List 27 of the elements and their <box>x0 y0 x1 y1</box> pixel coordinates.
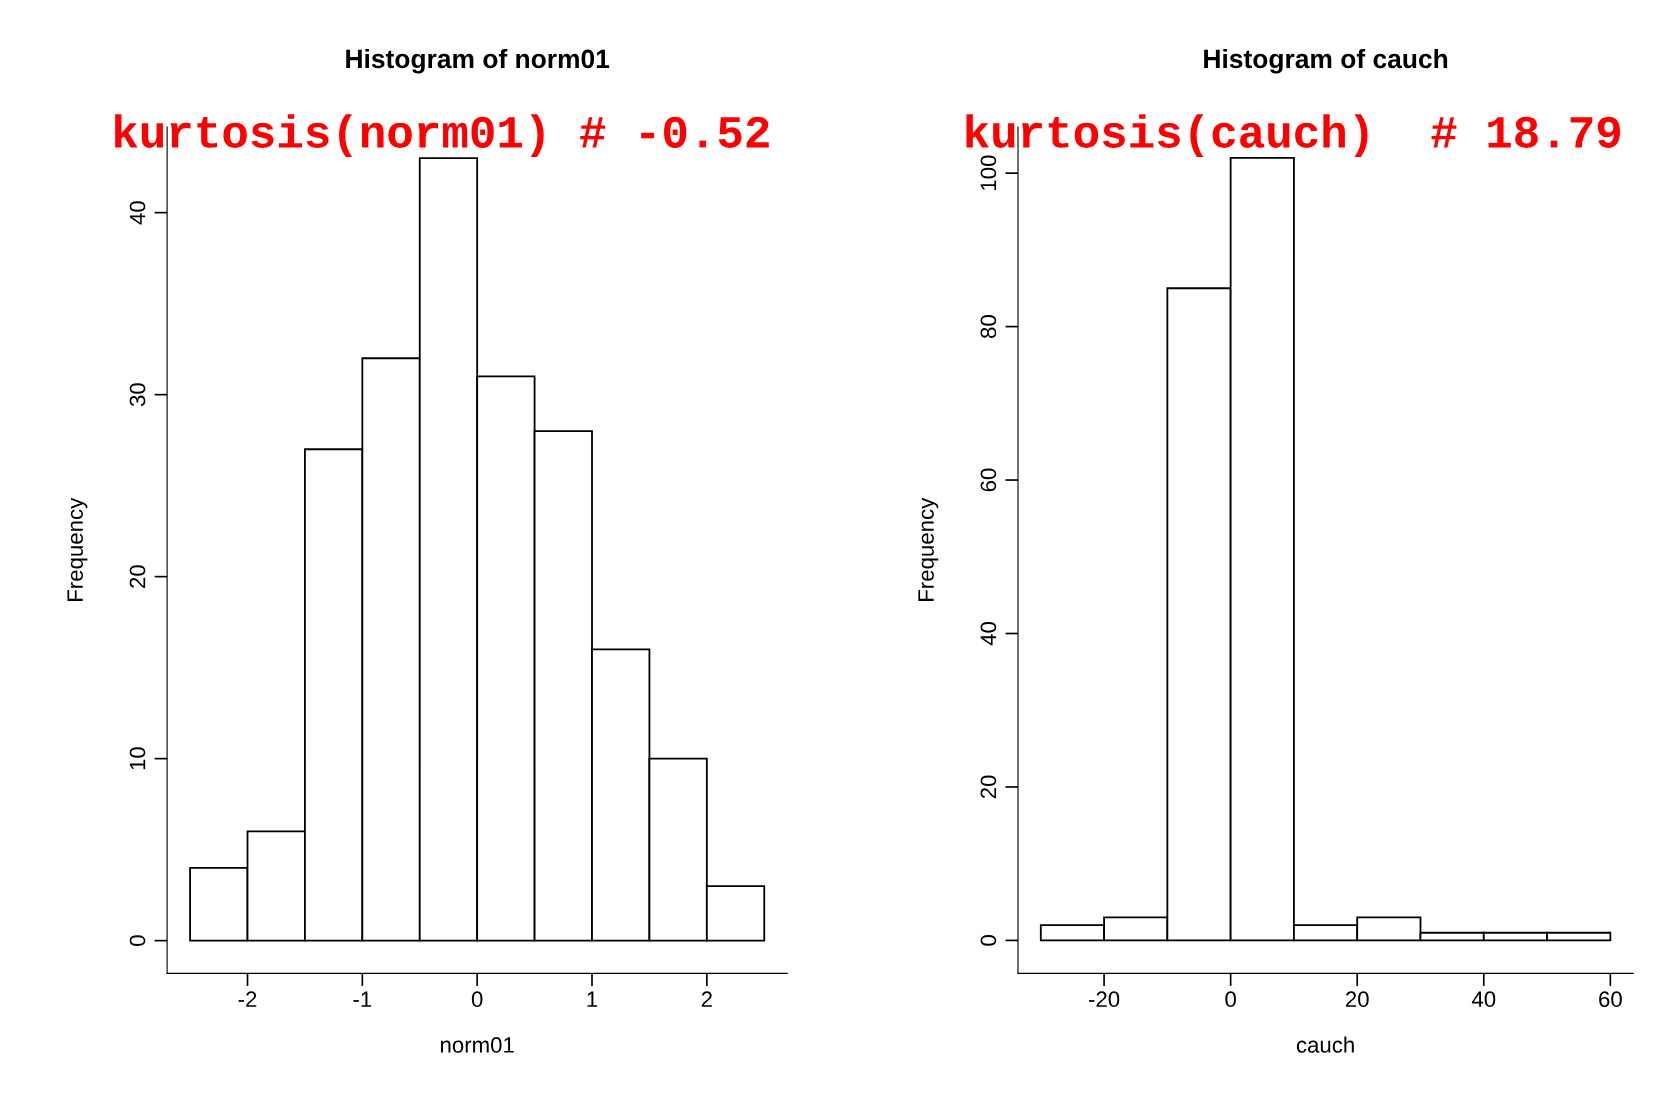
x-tick-label: -2 <box>238 991 257 1007</box>
x-tick-label: 40 <box>1471 991 1496 1008</box>
x-tick-label: -1 <box>353 991 372 1007</box>
y-tick-label: 20 <box>129 565 146 588</box>
chart-title: Histogram of cauch <box>1204 48 1448 74</box>
y-tick-label: 0 <box>129 935 146 946</box>
x-tick-label: 0 <box>1225 991 1236 1008</box>
chart-title: Histogram of norm01 <box>346 48 610 74</box>
y-axis-title: Frequency <box>918 497 939 601</box>
y-tick-label: 10 <box>129 747 146 770</box>
x-axis-title: norm01 <box>440 1037 514 1053</box>
y-tick-label: 30 <box>129 383 146 407</box>
y-tick-label: 0 <box>980 935 997 946</box>
x-axis-title: cauch <box>1296 1036 1354 1053</box>
x-tick-label: 60 <box>1599 991 1622 1008</box>
x-tick-label: 1 <box>587 991 598 1007</box>
y-tick-label: 100 <box>980 155 997 190</box>
y-tick-label: 20 <box>980 775 997 799</box>
x-tick-label: 20 <box>1345 991 1369 1008</box>
x-tick-label: 2 <box>701 991 712 1007</box>
y-tick-label: 40 <box>129 201 146 225</box>
x-tick-label: 0 <box>471 991 483 1008</box>
y-tick-label: 60 <box>980 468 997 492</box>
y-tick-label: 80 <box>980 315 997 338</box>
y-axis-title: Frequency <box>67 497 88 601</box>
y-tick-label: 40 <box>980 622 997 646</box>
x-tick-label: -20 <box>1089 991 1120 1008</box>
